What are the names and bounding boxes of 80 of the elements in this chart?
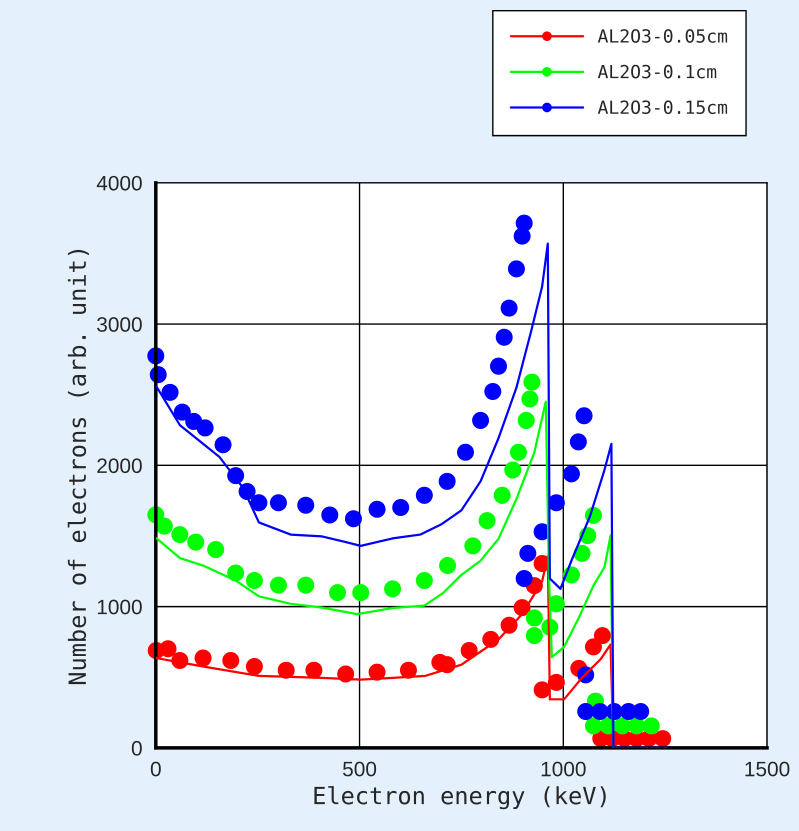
legend-label: AL2O3-0.1cm [598,64,716,78]
point [594,627,611,644]
point [472,412,490,429]
point [344,510,362,528]
point [222,652,240,669]
point [516,214,533,232]
point [439,557,456,574]
point [460,642,478,660]
line-series [156,242,668,748]
y-axis-title: Number of electrons (arb. unit) [68,250,89,684]
y-tick-label: 1000 [98,600,142,614]
point [548,674,565,691]
y-tick-label: 4000 [96,176,142,191]
point [270,494,287,512]
point [352,584,370,602]
point [438,472,456,490]
point [490,358,508,375]
point [156,518,173,535]
point [456,444,474,461]
point [584,717,602,734]
x-axis-title: Electron energy (keV) [314,786,606,810]
point [250,494,268,512]
point [526,609,543,626]
point [577,702,594,720]
point [464,537,482,554]
point [504,462,522,479]
point [494,486,511,504]
point [416,486,433,504]
point [518,412,535,429]
point [521,390,538,408]
point [526,627,543,644]
x-tick-label: 0 [150,762,161,776]
point [654,730,672,748]
point [574,544,591,562]
point [329,584,346,602]
point [160,640,177,658]
point [591,702,608,720]
point [194,650,212,667]
point [207,541,224,558]
point [246,658,263,676]
point [562,465,580,482]
x-tick-label: 1000 [542,762,586,776]
point [246,572,263,589]
point [305,662,322,679]
legend-label: AL2O3-0.15cm [598,100,728,114]
point [196,419,214,436]
point [519,544,536,562]
point [214,436,232,454]
x-tick-label: 500 [343,762,376,776]
x-tick-label: 1500 [745,762,790,776]
point [321,506,338,524]
point [174,404,191,421]
point [297,496,314,514]
point [368,500,386,518]
point [496,328,513,346]
point [570,433,587,450]
point [642,717,660,734]
point [478,512,496,530]
point [508,260,525,278]
legend-label: AL2O3-0.05cm [598,29,728,43]
point [576,407,593,424]
point [384,580,402,598]
point [500,300,518,317]
y-tick-label: 0 [132,740,142,756]
point [297,576,314,594]
point [516,570,533,588]
point [534,681,551,698]
y-tick-label: 3000 [97,317,142,332]
point [484,382,502,400]
y-tick-label: 2000 [97,458,142,474]
point [171,526,188,544]
point [187,534,204,551]
point [270,576,287,594]
point [584,638,602,656]
point [392,498,410,516]
point [162,384,179,401]
point [227,564,244,582]
point [510,444,527,461]
point [523,374,540,391]
point [416,572,433,589]
